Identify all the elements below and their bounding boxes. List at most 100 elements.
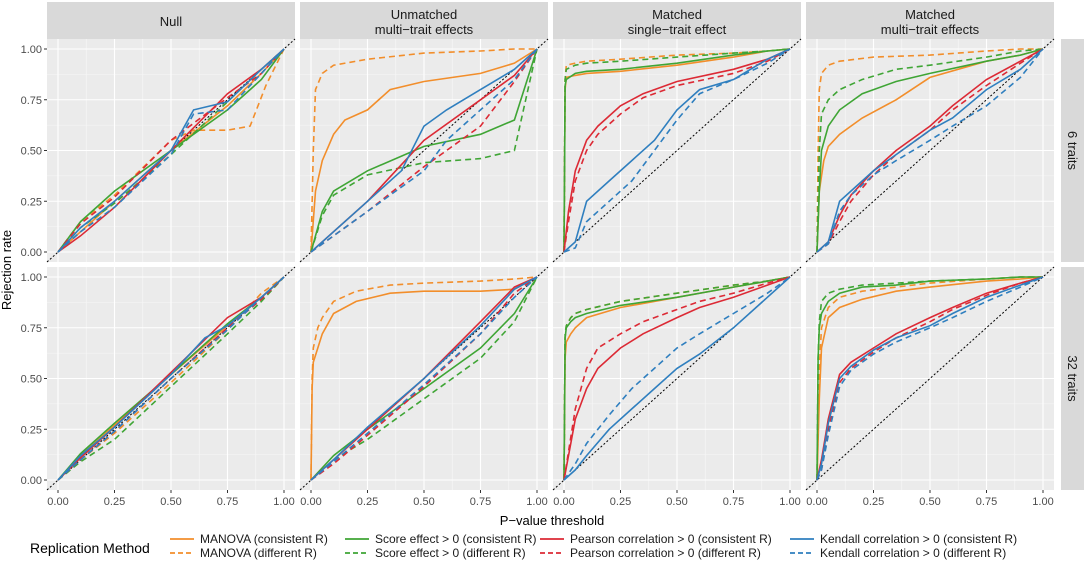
- series-line: [563, 48, 791, 253]
- series-line: [816, 48, 1044, 253]
- legend-label: MANOVA (consistent R): [200, 532, 328, 546]
- x-tick-label: 0.00: [300, 496, 321, 508]
- x-tick-label: 0.25: [104, 496, 125, 508]
- series-line: [563, 48, 791, 253]
- column-strip: [553, 2, 801, 39]
- y-tick-label: 1.00: [21, 44, 42, 56]
- y-tick-label: 0.50: [21, 374, 42, 386]
- y-tick-label: 0.50: [21, 146, 42, 158]
- x-tick-label: 0.00: [806, 496, 827, 508]
- series-line: [57, 48, 285, 253]
- panel: [46, 38, 296, 263]
- series-line: [310, 48, 538, 253]
- series-line: [816, 48, 1043, 253]
- series-line: [563, 276, 791, 481]
- series-line: [816, 276, 1044, 481]
- x-tick-label: 0.50: [413, 496, 434, 508]
- x-tick-label: 0.25: [863, 496, 884, 508]
- column-strip: [806, 2, 1054, 39]
- y-tick-label: 0.00: [21, 475, 42, 487]
- series-line: [310, 48, 538, 253]
- reference-diagonal: [805, 266, 1055, 491]
- legend-label: Kendall correlation > 0 (consistent R): [820, 532, 1017, 546]
- series-line: [57, 276, 285, 481]
- series-line: [816, 276, 1044, 481]
- x-tick-label: 0.50: [160, 496, 181, 508]
- panel: [805, 266, 1055, 491]
- x-tick-label: 1.00: [779, 496, 800, 508]
- column-strip-label: Matched multi−trait effects: [881, 7, 980, 37]
- column-strip: [300, 2, 548, 39]
- series-line: [563, 48, 791, 253]
- series-line: [816, 48, 1044, 253]
- series-line: [563, 276, 791, 481]
- reference-diagonal: [299, 38, 549, 263]
- series-line: [310, 48, 537, 253]
- reference-diagonal: [805, 38, 1055, 263]
- series-line: [57, 48, 285, 253]
- column-strip-label: Matched single−trait effect: [628, 7, 727, 37]
- panel: [552, 266, 802, 491]
- reference-diagonal: [299, 266, 549, 491]
- x-tick-label: 1.00: [273, 496, 294, 508]
- legend-label: Score effect > 0 (consistent R): [375, 532, 537, 546]
- series-line: [310, 48, 538, 253]
- x-tick-label: 0.75: [470, 496, 491, 508]
- panels-layer: Null Unmatched multi−trait effects Matched s…: [21, 2, 1084, 508]
- legend-label: Pearson correlation > 0 (consistent R): [570, 532, 772, 546]
- panel: [805, 38, 1055, 263]
- y-tick-label: 0.75: [21, 323, 42, 335]
- series-line: [816, 48, 1044, 253]
- y-tick-label: 0.75: [21, 95, 42, 107]
- row-strip-label: 32 traits: [1065, 355, 1080, 402]
- series-line: [57, 48, 285, 253]
- series-line: [563, 276, 791, 481]
- series-line: [563, 48, 791, 253]
- x-tick-label: 0.00: [553, 496, 574, 508]
- series-line: [563, 276, 791, 481]
- series-line: [57, 276, 285, 481]
- series-line: [310, 276, 538, 481]
- column-strip-label: Unmatched multi−trait effects: [375, 7, 474, 37]
- row-strip: [1061, 39, 1084, 262]
- panel: [46, 266, 296, 491]
- x-tick-label: 0.25: [357, 496, 378, 508]
- y-tick-label: 0.25: [21, 424, 42, 436]
- series-line: [310, 276, 538, 481]
- x-tick-label: 0.75: [976, 496, 997, 508]
- series-line: [816, 276, 1044, 481]
- series-line: [816, 48, 1044, 253]
- row-strip-label: 6 traits: [1065, 131, 1080, 171]
- reference-diagonal: [552, 38, 802, 263]
- legend-label: MANOVA (different R): [200, 546, 317, 560]
- series-line: [816, 276, 1044, 481]
- series-line: [816, 276, 1043, 481]
- series-line: [310, 48, 538, 253]
- x-tick-label: 0.00: [47, 496, 68, 508]
- series-line: [563, 48, 791, 253]
- legend-label: Pearson correlation > 0 (different R): [570, 546, 761, 560]
- column-strip: [47, 2, 295, 39]
- legend: Replication Method MANOVA (consistent R)…: [30, 532, 1017, 560]
- y-axis-title: Rejection rate: [0, 230, 14, 310]
- x-axis-title: P−value threshold: [500, 513, 604, 528]
- series-line: [563, 48, 791, 253]
- x-tick-label: 0.50: [919, 496, 940, 508]
- y-tick-label: 1.00: [21, 272, 42, 284]
- panel: [552, 38, 802, 263]
- x-tick-label: 0.75: [217, 496, 238, 508]
- series-line: [310, 48, 538, 253]
- series-line: [310, 276, 538, 481]
- legend-label: Kendall correlation > 0 (different R): [820, 546, 1006, 560]
- panel: [299, 266, 549, 491]
- series-line: [57, 48, 285, 253]
- series-line: [816, 48, 1044, 253]
- legend-label: Score effect > 0 (different R): [375, 546, 526, 560]
- series-line: [310, 48, 538, 253]
- x-tick-label: 0.75: [723, 496, 744, 508]
- series-line: [57, 276, 285, 481]
- series-line: [563, 276, 791, 481]
- series-line: [563, 48, 791, 253]
- x-tick-label: 1.00: [1032, 496, 1053, 508]
- y-tick-label: 0.00: [21, 247, 42, 259]
